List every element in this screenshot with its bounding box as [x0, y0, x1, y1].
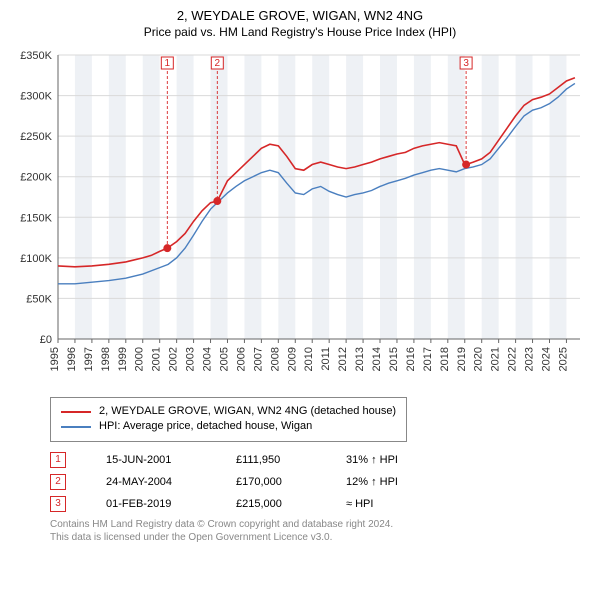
footer-line: Contains HM Land Registry data © Crown c… — [50, 518, 590, 531]
x-tick-label: 1997 — [83, 347, 95, 371]
x-tick-label: 2008 — [269, 347, 281, 371]
x-tick-label: 2006 — [235, 347, 247, 371]
y-tick-label: £250K — [20, 131, 52, 143]
x-tick-label: 2003 — [185, 347, 197, 371]
sale-point — [462, 161, 470, 169]
y-tick-label: £350K — [20, 50, 52, 62]
sale-marker: 1 — [50, 452, 66, 468]
x-tick-label: 2013 — [354, 347, 366, 371]
x-tick-label: 2016 — [405, 347, 417, 371]
x-tick-label: 1999 — [117, 347, 129, 371]
x-tick-label: 2005 — [218, 347, 230, 371]
legend: 2, WEYDALE GROVE, WIGAN, WN2 4NG (detach… — [50, 397, 407, 442]
x-tick-label: 1995 — [49, 347, 61, 371]
chart-subtitle: Price paid vs. HM Land Registry's House … — [10, 25, 590, 39]
footer-attribution: Contains HM Land Registry data © Crown c… — [50, 518, 590, 544]
sale-date: 15-JUN-2001 — [106, 454, 196, 466]
sale-flag-number: 1 — [165, 58, 171, 69]
x-tick-label: 2025 — [557, 347, 569, 371]
sales-table: 1 15-JUN-2001 £111,950 31% ↑ HPI 2 24-MAY-200… — [50, 452, 590, 512]
x-tick-label: 2021 — [490, 347, 502, 371]
chart-container: 2, WEYDALE GROVE, WIGAN, WN2 4NG Price p… — [0, 0, 600, 552]
x-tick-label: 2001 — [151, 347, 163, 371]
x-tick-label: 2007 — [252, 347, 264, 371]
x-tick-label: 2018 — [439, 347, 451, 371]
legend-swatch — [61, 411, 91, 413]
chart-title: 2, WEYDALE GROVE, WIGAN, WN2 4NG — [10, 8, 590, 23]
y-tick-label: £100K — [20, 253, 52, 265]
sale-date: 01-FEB-2019 — [106, 498, 196, 510]
sale-delta: ≈ HPI — [346, 498, 426, 510]
x-tick-label: 1998 — [100, 347, 112, 371]
x-tick-label: 2019 — [456, 347, 468, 371]
x-tick-label: 2023 — [524, 347, 536, 371]
x-tick-label: 2011 — [320, 347, 332, 371]
sale-price: £215,000 — [236, 498, 306, 510]
sale-row: 2 24-MAY-2004 £170,000 12% ↑ HPI — [50, 474, 590, 490]
footer-line: This data is licensed under the Open Gov… — [50, 531, 590, 544]
x-tick-label: 2015 — [388, 347, 400, 371]
sale-price: £170,000 — [236, 476, 306, 488]
sale-marker: 3 — [50, 496, 66, 512]
x-tick-label: 2014 — [371, 347, 383, 371]
x-tick-label: 2024 — [540, 347, 552, 371]
legend-swatch — [61, 426, 91, 428]
x-tick-label: 2017 — [422, 347, 434, 371]
sale-price: £111,950 — [236, 454, 306, 466]
sale-flag-number: 3 — [463, 58, 469, 69]
sale-flag-number: 2 — [215, 58, 221, 69]
y-tick-label: £300K — [20, 91, 52, 103]
x-tick-label: 2012 — [337, 347, 349, 371]
x-tick-label: 2000 — [134, 347, 146, 371]
legend-item: 2, WEYDALE GROVE, WIGAN, WN2 4NG (detach… — [61, 404, 396, 419]
sale-delta: 31% ↑ HPI — [346, 454, 426, 466]
y-tick-label: £50K — [26, 293, 52, 305]
sale-row: 3 01-FEB-2019 £215,000 ≈ HPI — [50, 496, 590, 512]
x-tick-label: 2009 — [286, 347, 298, 371]
sale-delta: 12% ↑ HPI — [346, 476, 426, 488]
x-tick-label: 1996 — [66, 347, 78, 371]
sale-marker: 2 — [50, 474, 66, 490]
legend-label: HPI: Average price, detached house, Wiga… — [99, 419, 312, 434]
sale-point — [163, 244, 171, 252]
sale-point — [213, 197, 221, 205]
legend-label: 2, WEYDALE GROVE, WIGAN, WN2 4NG (detach… — [99, 404, 396, 419]
y-tick-label: £150K — [20, 212, 52, 224]
x-tick-label: 2004 — [202, 347, 214, 371]
x-tick-label: 2020 — [473, 347, 485, 371]
x-tick-label: 2010 — [303, 347, 315, 371]
sale-date: 24-MAY-2004 — [106, 476, 196, 488]
sale-row: 1 15-JUN-2001 £111,950 31% ↑ HPI — [50, 452, 590, 468]
x-tick-label: 2002 — [168, 347, 180, 371]
legend-item: HPI: Average price, detached house, Wiga… — [61, 419, 396, 434]
line-chart: £0 £50K £100K £150K £200K £250K £300K £350K 1995… — [10, 49, 590, 389]
x-tick-label: 2022 — [507, 347, 519, 371]
y-tick-label: £200K — [20, 172, 52, 184]
y-tick-label: £0 — [40, 334, 52, 346]
